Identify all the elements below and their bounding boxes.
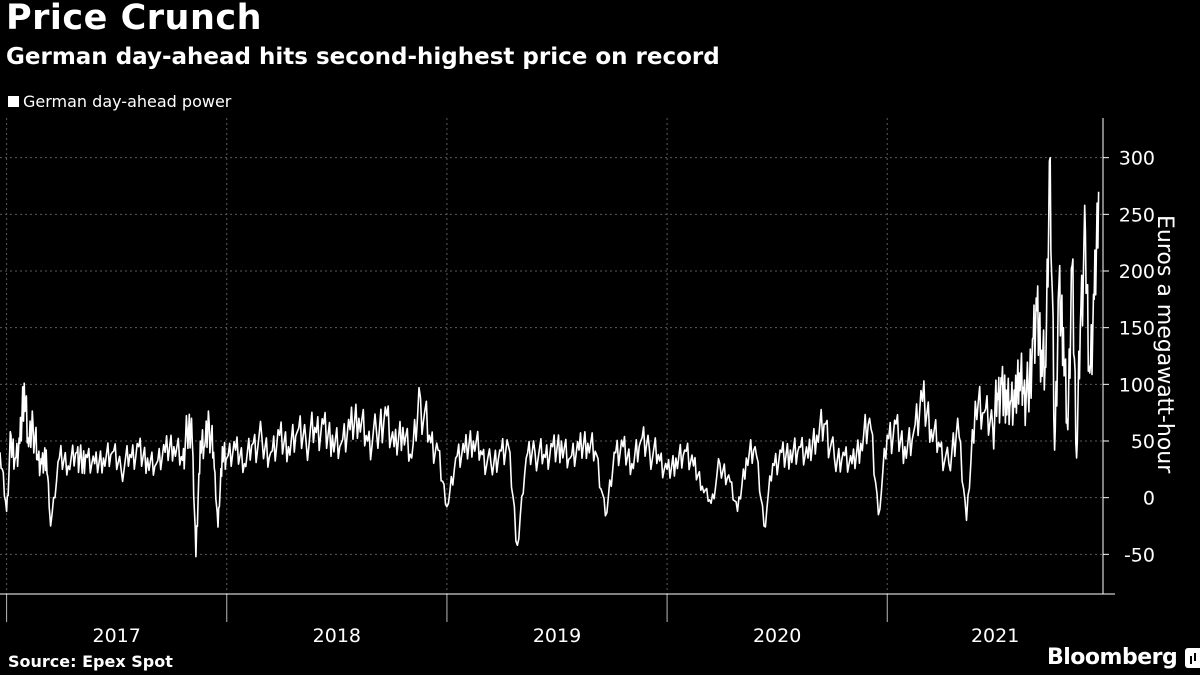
- y-tick-label: 150: [1119, 318, 1155, 340]
- chart-subtitle: German day-ahead hits second-highest pri…: [6, 44, 720, 70]
- y-axis-label: Euros a megawatt-hour: [1152, 215, 1177, 474]
- x-tick-label: 2020: [753, 625, 801, 647]
- brand-name: Bloomberg: [1047, 645, 1178, 670]
- legend: German day-ahead power: [8, 92, 231, 111]
- y-tick-label: 100: [1119, 374, 1155, 396]
- x-tick-label: 2018: [313, 625, 361, 647]
- x-tick-label: 2017: [93, 625, 141, 647]
- y-tick-label: 250: [1119, 204, 1155, 226]
- legend-swatch: [8, 96, 19, 107]
- y-tick-label: 0: [1143, 488, 1155, 510]
- bloomberg-logo: Bloomberg: [1047, 645, 1200, 670]
- legend-label: German day-ahead power: [23, 92, 232, 111]
- bloomberg-terminal-icon: [1185, 647, 1200, 668]
- x-tick-label: 2021: [971, 625, 1019, 647]
- y-tick-label: 200: [1119, 261, 1155, 283]
- series-line: [0, 156, 1100, 558]
- y-tick-label: 50: [1131, 431, 1155, 453]
- chart-title: Price Crunch: [6, 0, 263, 38]
- x-tick-label: 2019: [533, 625, 581, 647]
- y-tick-label: 300: [1119, 148, 1155, 170]
- source-note: Source: Epex Spot: [8, 652, 173, 671]
- y-tick-label: -50: [1124, 544, 1155, 566]
